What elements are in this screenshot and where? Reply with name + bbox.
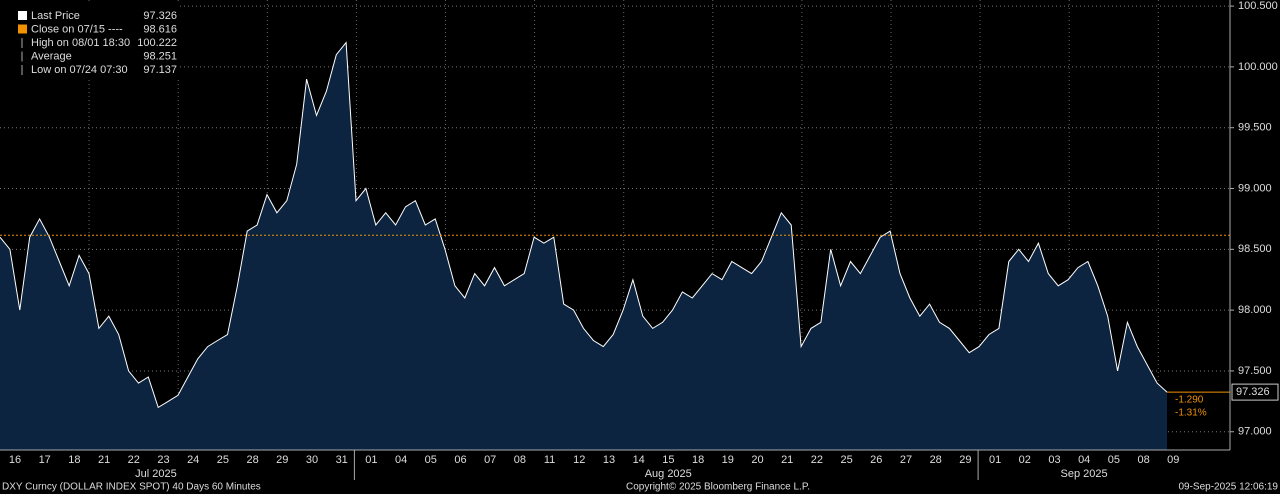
x-tick-label: 23 [157,454,169,466]
x-tick-label: 01 [989,454,1001,466]
x-tick-label: 31 [336,454,348,466]
month-label: Jul 2025 [135,468,177,480]
footer-left: DXY Curncy (DOLLAR INDEX SPOT) 40 Days 6… [2,482,261,493]
x-tick-label: 08 [1137,454,1149,466]
x-tick-label: 05 [1108,454,1120,466]
change-label: -1.290 [1175,395,1204,406]
x-tick-label: 03 [1048,454,1060,466]
legend-name: Average [31,50,72,62]
y-tick-label: 100.000 [1238,61,1278,73]
x-tick-label: 16 [9,454,21,466]
legend-value: 98.251 [143,50,177,62]
legend-box [0,4,180,80]
y-tick-label: 98.000 [1238,304,1272,316]
last-price-box [1231,383,1279,401]
last-price-label: 97.326 [1236,386,1270,398]
legend-swatch [18,24,27,34]
footer-right: 09-Sep-2025 12:06:19 [1178,482,1278,493]
x-tick-label: 15 [662,454,674,466]
legend-value: 100.222 [137,37,177,49]
x-tick-label: 05 [425,454,437,466]
month-label: Aug 2025 [645,468,692,480]
legend-value: 97.137 [143,64,177,76]
y-tick-label: 97.000 [1238,426,1272,438]
legend-name: Last Price [31,10,80,22]
legend-name: High on 08/01 18:30 [31,37,130,49]
x-tick-label: 02 [1019,454,1031,466]
x-tick-label: 18 [68,454,80,466]
legend-name: Low on 07/24 07:30 [31,64,128,76]
y-tick-label: 97.500 [1238,365,1272,377]
x-tick-label: 26 [870,454,882,466]
footer-center: Copyright© 2025 Bloomberg Finance L.P. [626,482,810,493]
y-tick-label: 98.500 [1238,243,1272,255]
x-tick-label: 28 [930,454,942,466]
plot-area: 97.000 97.500 98.000 98.500 99.000 99.500 100.… [0,0,1279,480]
x-tick-label: 06 [454,454,466,466]
x-tick-label: 29 [276,454,288,466]
change-label: -1.31% [1175,408,1207,419]
y-tick-label: 99.000 [1238,182,1272,194]
x-tick-label: 21 [781,454,793,466]
y-tick-label: 99.500 [1238,122,1272,134]
x-tick-label: 04 [395,454,407,466]
x-tick-label: 25 [217,454,229,466]
x-tick-label: 24 [187,454,199,466]
x-tick-label: 08 [514,454,526,466]
x-tick-label: 28 [246,454,258,466]
x-tick-label: 19 [722,454,734,466]
legend-name: Close on 07/15 ---- [31,23,123,35]
x-tick-label: 27 [900,454,912,466]
y-tick-label: 100.500 [1238,0,1278,12]
x-tick-label: 14 [633,454,645,466]
x-tick-label: 01 [365,454,377,466]
x-tick-label: 04 [1078,454,1090,466]
x-tick-label: 29 [959,454,971,466]
x-tick-label: 30 [306,454,318,466]
legend-value: 97.326 [143,10,177,22]
x-tick-label: 21 [98,454,110,466]
x-tick-label: 11 [544,454,555,466]
x-tick-label: 22 [811,454,823,466]
line [0,41,1168,409]
legend-value: 98.616 [143,23,177,35]
x-tick-label: 18 [692,454,704,466]
x-tick-label: 22 [128,454,140,466]
area [0,42,1167,450]
x-tick-label: 09 [1167,454,1179,466]
x-tick-label: 13 [603,454,615,466]
month-label: Sep 2025 [1060,468,1107,480]
x-tick-label: 07 [484,454,496,466]
x-tick-label: 25 [840,454,852,466]
legend-swatch [18,11,27,20]
x-tick-label: 17 [39,454,51,466]
x-tick-label: 12 [573,454,585,466]
x-tick-label: 20 [751,454,763,466]
